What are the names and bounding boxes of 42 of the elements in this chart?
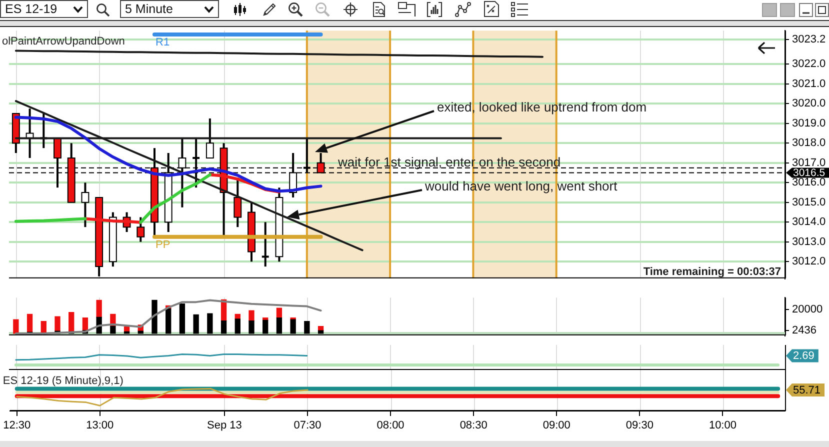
x-tick-label: 08:30 <box>460 420 488 432</box>
x-tick-label: 12:30 <box>3 420 31 432</box>
bar <box>96 300 102 318</box>
y-tick-label: 20000 <box>792 303 823 316</box>
x-tick-label: Sep 13 <box>207 420 242 432</box>
candlestick <box>260 221 270 268</box>
text: 2.69 <box>793 350 814 362</box>
x-tick-label: 10:00 <box>708 420 736 432</box>
bar <box>54 316 60 332</box>
bar <box>82 317 88 331</box>
text: ES 12-19 <box>5 2 58 16</box>
y-tick-label: 3016.0 <box>792 176 826 189</box>
annotation: Time remaining = 00:03:37 <box>643 266 781 278</box>
chart-title: ES 12-19 (5 Minute),9,1) <box>2 375 124 388</box>
y-tick-label: 2436 <box>792 324 816 337</box>
bar <box>68 312 74 332</box>
y-tick-label: 3023.2 <box>792 34 826 46</box>
bar <box>248 310 254 322</box>
x-tick-label: 13:00 <box>86 420 114 432</box>
y-tick-label: 3014.0 <box>792 216 826 228</box>
ref-line-label: 3016.5 <box>793 167 826 180</box>
y-tick-label: 3018.0 <box>792 137 826 150</box>
bar <box>40 321 46 334</box>
bar <box>13 319 19 334</box>
text: olPaintArrowUpandDown <box>2 36 125 48</box>
y-tick-label: 3021.0 <box>792 78 826 90</box>
x-tick-label: 07:30 <box>294 420 322 432</box>
y-tick-label: 3015.0 <box>792 196 826 208</box>
y-tick-label: 3022.0 <box>792 58 826 70</box>
y-tick-label: 3012.0 <box>792 256 826 268</box>
y-tick-label: 3013.0 <box>792 236 826 248</box>
text: 55.71 <box>793 384 821 397</box>
y-tick-label: 3019.0 <box>792 117 826 130</box>
x-tick-label: 09:00 <box>542 420 570 432</box>
series-label: PP <box>156 238 170 251</box>
series-label: R1 <box>156 36 170 49</box>
y-tick-label: 3017.0 <box>792 156 826 169</box>
text: 5 Minute <box>125 2 173 16</box>
x-tick-label: 09:30 <box>626 420 654 432</box>
bar <box>26 314 33 333</box>
x-tick-label: 08:00 <box>376 420 404 432</box>
y-tick-label: 3020.0 <box>792 98 826 110</box>
